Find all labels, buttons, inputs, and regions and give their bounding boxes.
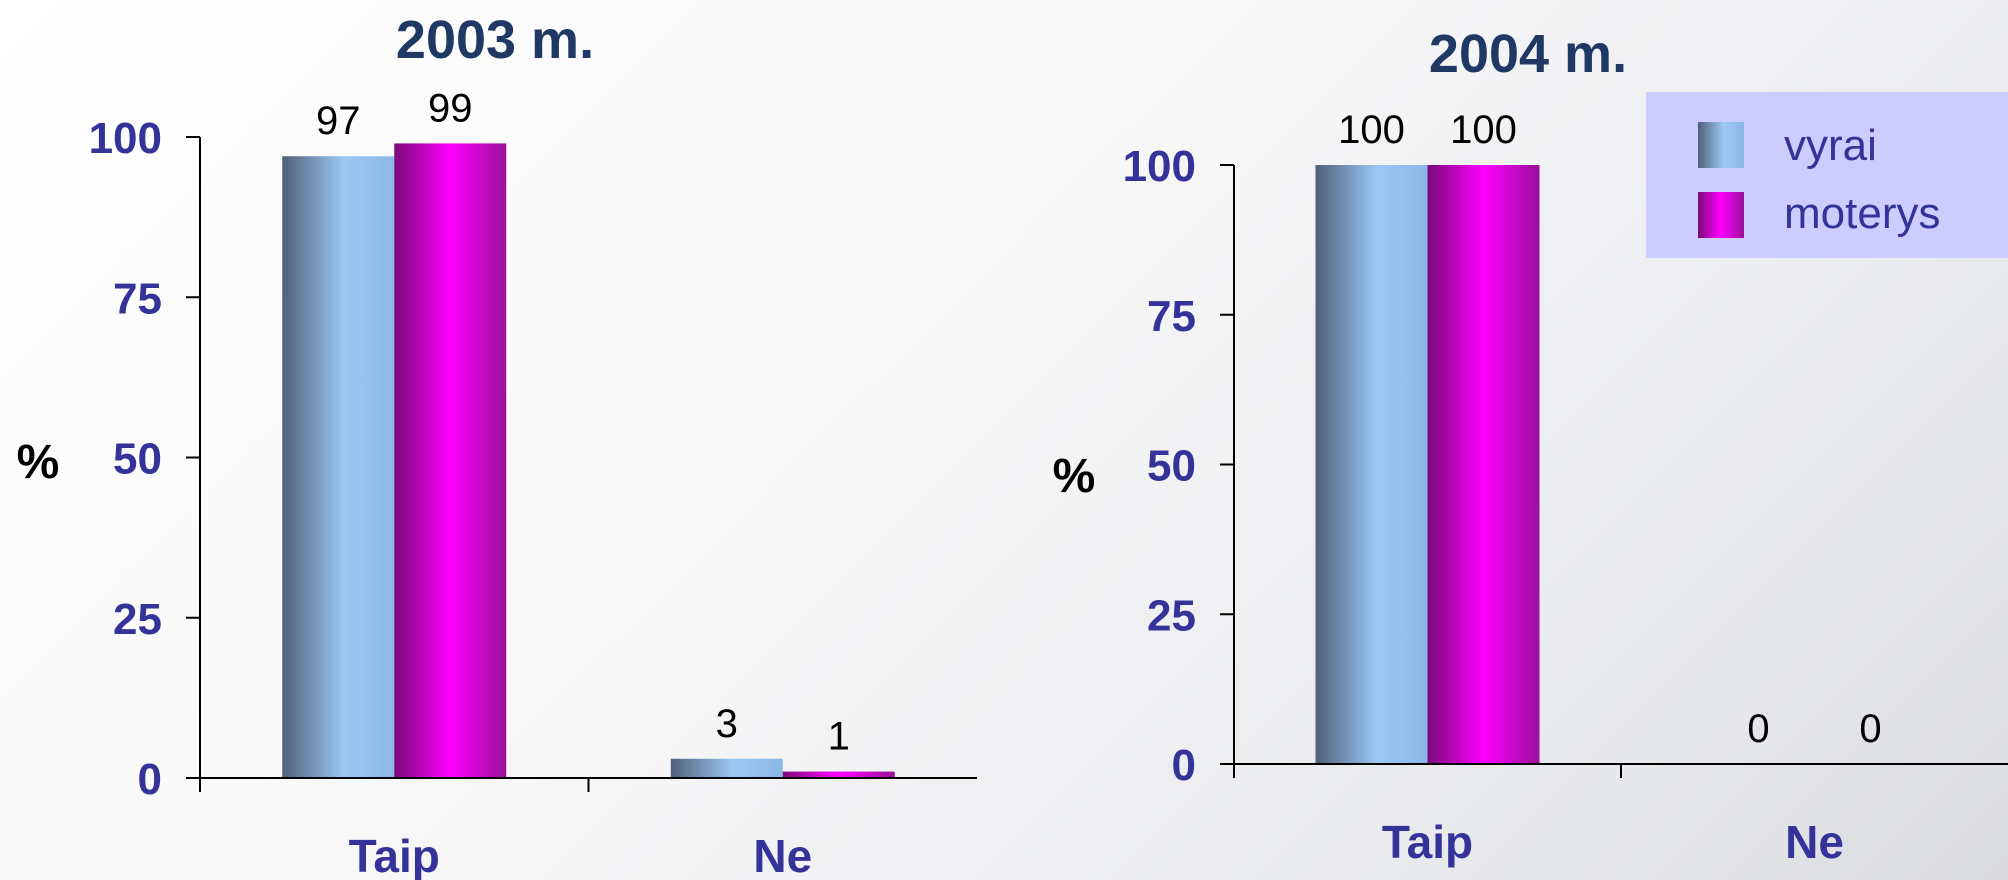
- y-tick-label: 75: [1147, 292, 1196, 341]
- y-tick-label: 25: [1147, 591, 1196, 640]
- y-tick-label: 100: [89, 114, 162, 163]
- bar-moterys: [782, 771, 895, 778]
- y-axis-ticks: 0 25 50 75 100: [89, 114, 162, 804]
- y-axis-ticks: 0 25 50 75 100: [1123, 142, 1196, 790]
- y-tick-label: 100: [1123, 142, 1196, 191]
- data-labels: 97 99 3 1: [316, 86, 850, 758]
- legend-swatch-moterys: [1698, 192, 1744, 238]
- axes: [186, 136, 977, 792]
- legend-label-moterys: moterys: [1784, 189, 1940, 238]
- bar-vyrai: [1315, 165, 1428, 764]
- bars: [1315, 165, 1540, 764]
- axes: [1220, 164, 2008, 778]
- data-label-vyrai: 97: [316, 99, 361, 143]
- legend-swatch-vyrai: [1698, 122, 1744, 168]
- chart-title: 2004 m.: [1429, 24, 1627, 84]
- data-label-moterys: 99: [428, 86, 473, 130]
- y-tick-label: 0: [1172, 741, 1196, 790]
- data-label-moterys: 1: [828, 715, 850, 759]
- chart-2004: 2004 m. % 0 25 50 75 100 100 100 0 0 Taip Ne: [1053, 24, 2008, 868]
- x-category-label: Taip: [1382, 816, 1473, 868]
- legend-label-vyrai: vyrai: [1784, 121, 1877, 170]
- x-axis-categories: Taip Ne: [349, 830, 812, 880]
- x-category-label: Ne: [753, 830, 812, 880]
- bars: [282, 143, 895, 779]
- data-label-moterys: 100: [1450, 108, 1517, 152]
- data-label-moterys: 0: [1859, 707, 1881, 751]
- legend: vyrai moterys: [1646, 92, 2008, 258]
- x-category-label: Ne: [1785, 816, 1844, 868]
- data-label-vyrai: 0: [1747, 707, 1769, 751]
- chart-2003: 2003 m. % 0 25 50 75 100 97 99 3 1 Taip Ne: [17, 10, 977, 880]
- y-tick-label: 25: [113, 595, 162, 644]
- y-tick-label: 75: [113, 274, 162, 323]
- bar-vyrai: [282, 156, 395, 779]
- y-axis-label: %: [17, 436, 60, 489]
- x-category-label: Taip: [349, 830, 440, 880]
- x-axis-categories: Taip Ne: [1382, 816, 1844, 868]
- bar-vyrai: [670, 758, 783, 778]
- data-labels: 100 100 0 0: [1338, 108, 1882, 751]
- chart-title: 2003 m.: [396, 10, 594, 70]
- y-tick-label: 0: [138, 755, 162, 804]
- data-label-vyrai: 100: [1338, 108, 1405, 152]
- y-tick-label: 50: [113, 435, 162, 484]
- bar-moterys: [1427, 165, 1540, 764]
- bar-moterys: [394, 143, 507, 778]
- y-tick-label: 50: [1147, 442, 1196, 491]
- data-label-vyrai: 3: [716, 702, 738, 746]
- y-axis-label: %: [1053, 450, 1096, 503]
